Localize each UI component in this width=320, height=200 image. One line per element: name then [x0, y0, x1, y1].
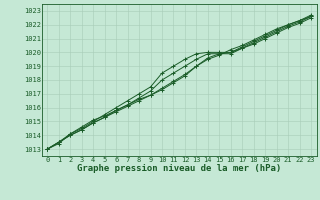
X-axis label: Graphe pression niveau de la mer (hPa): Graphe pression niveau de la mer (hPa)	[77, 164, 281, 173]
